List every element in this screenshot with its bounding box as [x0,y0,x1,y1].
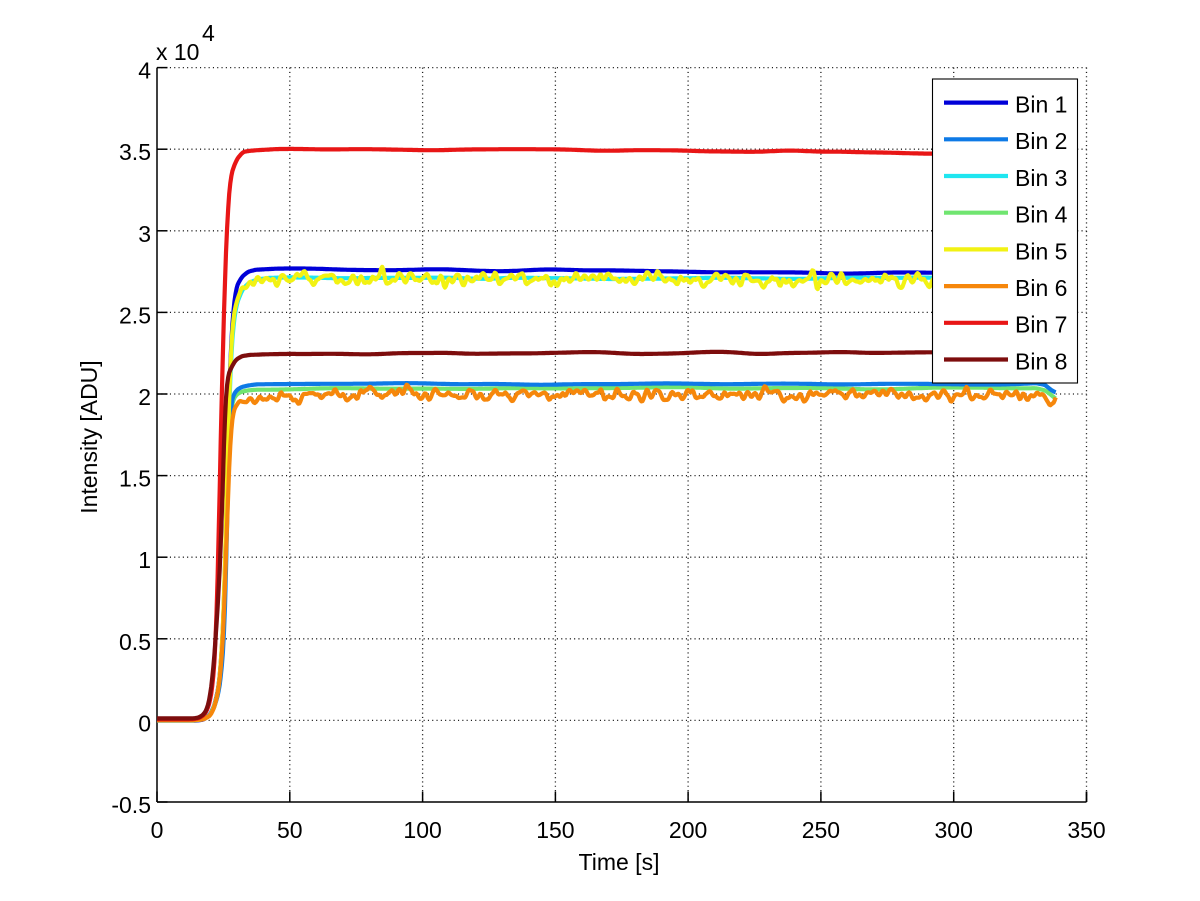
svg-text:0.5: 0.5 [119,629,151,655]
svg-text:1: 1 [138,547,151,573]
svg-text:Bin 2: Bin 2 [1015,128,1067,154]
svg-text:1.5: 1.5 [119,466,151,492]
svg-text:Bin 7: Bin 7 [1015,312,1067,338]
svg-text:Time [s]: Time [s] [579,849,660,875]
svg-text:4: 4 [202,20,215,46]
svg-text:x 10: x 10 [156,39,199,65]
svg-text:100: 100 [403,817,441,843]
svg-text:150: 150 [536,817,574,843]
svg-text:2.5: 2.5 [119,302,151,328]
svg-text:Bin 5: Bin 5 [1015,238,1067,264]
svg-text:3.5: 3.5 [119,139,151,165]
svg-text:300: 300 [935,817,973,843]
svg-text:350: 350 [1067,817,1105,843]
svg-text:Bin 6: Bin 6 [1015,275,1067,301]
svg-text:0: 0 [138,710,151,736]
svg-text:Bin 3: Bin 3 [1015,165,1067,191]
svg-text:Bin 1: Bin 1 [1015,92,1067,118]
svg-text:50: 50 [277,817,303,843]
svg-text:0: 0 [151,817,164,843]
svg-text:4: 4 [138,58,151,84]
svg-text:Bin 8: Bin 8 [1015,348,1067,374]
svg-text:-0.5: -0.5 [111,792,151,818]
svg-text:Intensity [ADU]: Intensity [ADU] [76,360,102,513]
svg-text:2: 2 [138,384,151,410]
svg-text:250: 250 [802,817,840,843]
svg-text:3: 3 [138,221,151,247]
svg-text:200: 200 [669,817,707,843]
svg-text:Bin 4: Bin 4 [1015,202,1068,228]
